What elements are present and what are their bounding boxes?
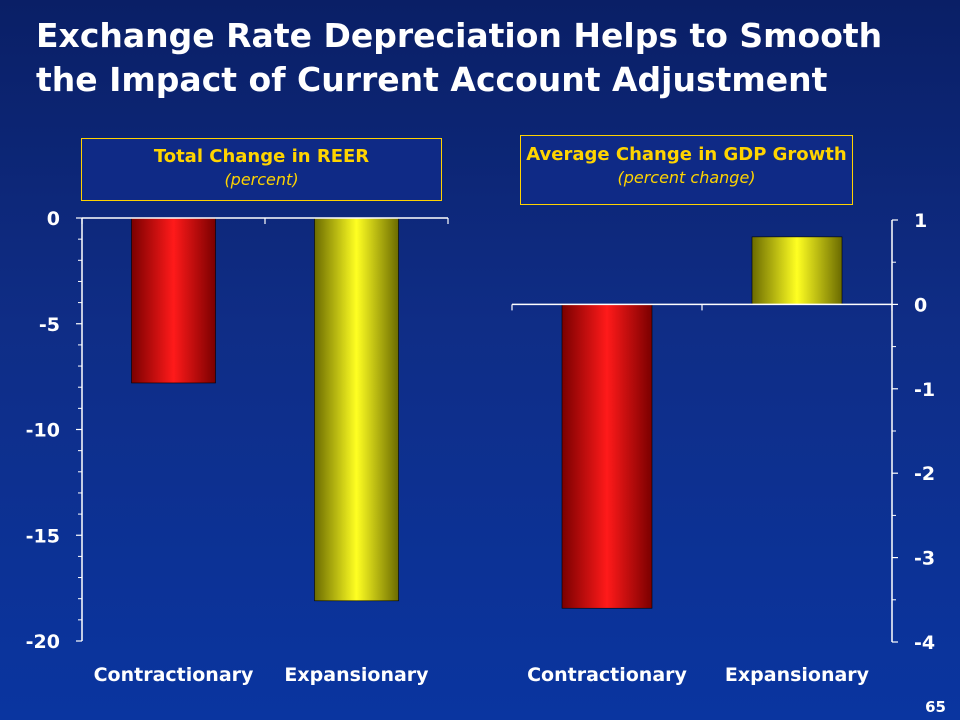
reer-chart-subtitle: (percent) bbox=[224, 170, 299, 189]
reer-y-tick-label: -20 bbox=[26, 631, 60, 653]
gdp-y-tick-label: 1 bbox=[914, 210, 927, 232]
gdp-category-label: Expansionary bbox=[725, 664, 870, 686]
reer-y-tick-label: 0 bbox=[47, 208, 60, 230]
reer-category-label: Expansionary bbox=[284, 664, 429, 686]
slide-title-line1: Exchange Rate Depreciation Helps to Smoo… bbox=[36, 16, 883, 55]
reer-category-label: Contractionary bbox=[94, 664, 254, 686]
reer-bar-contractionary bbox=[131, 217, 216, 384]
gdp-chart-title-box: Average Change in GDP Growth (percent ch… bbox=[520, 135, 853, 205]
page-number: 65 bbox=[925, 698, 946, 716]
gdp-bar-expansionary bbox=[751, 236, 843, 305]
reer-chart: 0 -5 -10 -15 -20 Contractionary Expansionary bbox=[26, 208, 449, 686]
gdp-y-tick-label: -2 bbox=[914, 463, 935, 485]
slide-title-line2: the Impact of Current Account Adjustment bbox=[36, 60, 828, 99]
gdp-y-tick-label: 0 bbox=[914, 294, 927, 316]
reer-chart-title-box: Total Change in REER (percent) bbox=[81, 138, 442, 201]
gdp-y-tick-label: -4 bbox=[914, 632, 935, 654]
reer-chart-title: Total Change in REER bbox=[153, 146, 370, 167]
gdp-bar-contractionary bbox=[561, 304, 653, 609]
slide-title: Exchange Rate Depreciation Helps to Smoo… bbox=[36, 14, 936, 102]
reer-y-tick-label: -10 bbox=[26, 420, 60, 442]
reer-y-tick-label: -5 bbox=[39, 314, 60, 336]
gdp-y-tick-label: -1 bbox=[914, 379, 935, 401]
gdp-y-tick-label: -3 bbox=[914, 548, 935, 570]
reer-y-tick-label: -15 bbox=[26, 525, 60, 547]
gdp-chart-subtitle: (percent change) bbox=[617, 168, 756, 187]
gdp-chart: 1 0 -1 -2 -3 -4 Contractionary Expansionary bbox=[511, 210, 935, 686]
reer-bar-expansionary bbox=[314, 217, 399, 602]
gdp-category-label: Contractionary bbox=[527, 664, 687, 686]
gdp-chart-title: Average Change in GDP Growth bbox=[526, 144, 847, 165]
